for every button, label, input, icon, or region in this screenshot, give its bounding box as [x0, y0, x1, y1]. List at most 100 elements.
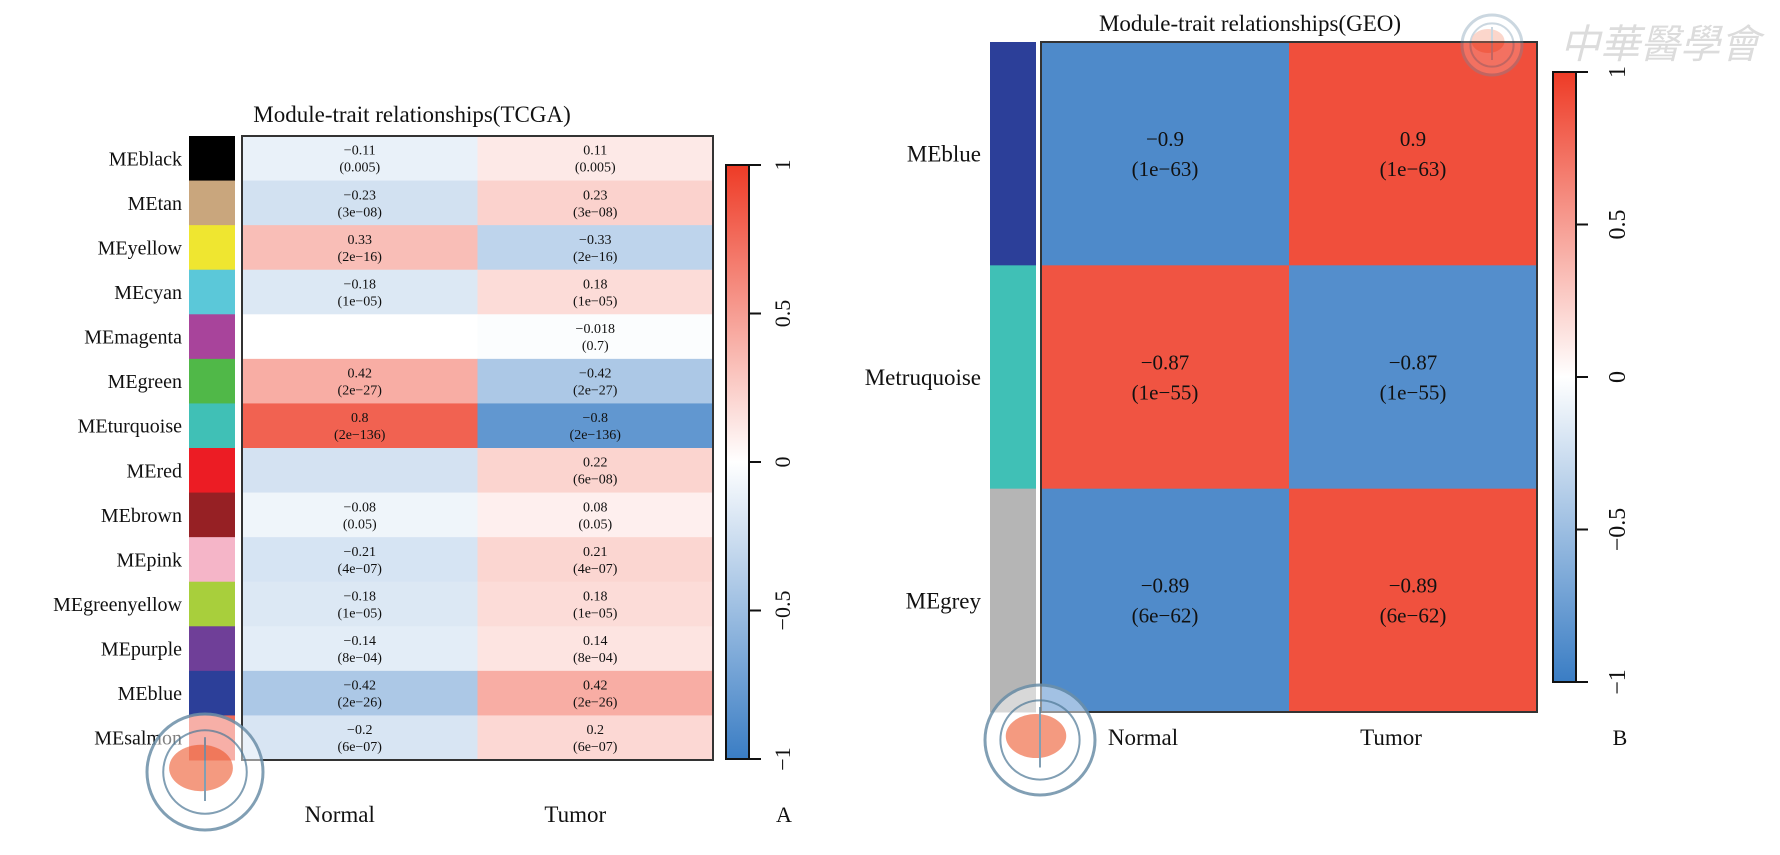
cell-correlation: −0.2 — [347, 723, 372, 738]
heatmap-cell — [242, 136, 478, 182]
cell-pvalue: (0.005) — [339, 161, 380, 176]
cell-correlation: 0.8 — [351, 411, 369, 426]
heatmap-cell — [242, 537, 478, 583]
panel-a-tcga-heatmap: Module-trait relationships(TCGA) MEblack −… — [53, 102, 795, 827]
heatmap-border — [1040, 41, 1538, 713]
row-label: MEblue — [907, 142, 981, 167]
cell-pvalue: (6e−62) — [1132, 604, 1199, 628]
column-label: Tumor — [1360, 725, 1422, 750]
heatmap-cell — [477, 670, 714, 716]
association-watermark-text: 中華醫學會 — [1560, 22, 1765, 67]
cell-correlation: −0.33 — [579, 233, 611, 248]
cell-correlation: −0.9 — [1146, 127, 1184, 151]
colorbar-tick-label: 1 — [1605, 66, 1631, 78]
cell-correlation: −0.87 — [1389, 350, 1438, 374]
module-color-swatch — [189, 180, 235, 226]
cell-correlation: 0.22 — [583, 456, 608, 471]
cell-correlation: −0.21 — [344, 545, 376, 560]
heatmap-cell — [477, 269, 714, 315]
row-label: Metruquoise — [865, 365, 981, 390]
cell-correlation: −0.08 — [344, 500, 376, 515]
heatmap-cell — [477, 403, 714, 449]
panel-b-geo-heatmap: Module-trait relationships(GEO) MEblue −0.… — [865, 11, 1631, 750]
colorbar-tick-label: 1 — [770, 160, 795, 171]
colorbar-tick-label: 0 — [1605, 371, 1631, 383]
heatmap-cell — [242, 403, 478, 449]
cell-pvalue: (1e−05) — [573, 606, 618, 621]
cell-correlation: −0.018 — [576, 322, 615, 337]
cell-pvalue: (8e−04) — [573, 651, 618, 666]
cell-correlation: 0.33 — [348, 233, 373, 248]
heatmap-cell — [242, 492, 478, 538]
cell-correlation: 0.42 — [583, 679, 608, 694]
cell-pvalue: (4e−07) — [573, 562, 618, 577]
cell-pvalue: (3e−08) — [338, 205, 383, 220]
module-color-swatch — [189, 269, 235, 315]
module-color-swatch — [990, 488, 1036, 713]
module-color-swatch — [189, 358, 235, 404]
panel-label: B — [1613, 725, 1628, 750]
cell-pvalue: (2e−27) — [573, 384, 618, 399]
cell-pvalue: (0.05) — [578, 517, 612, 532]
colorbar-tick-label: −1 — [1605, 669, 1631, 695]
row-label: MEgreen — [108, 371, 182, 393]
association-seal-logo — [145, 712, 265, 832]
cell-correlation: 0.42 — [348, 367, 373, 382]
heatmap-cell — [242, 715, 478, 761]
cell-correlation: 0.14 — [583, 634, 608, 649]
heatmap-cell — [242, 358, 478, 404]
column-label: Normal — [305, 802, 375, 827]
panel-label: A — [776, 802, 792, 827]
colorbar-tick-label: 0.5 — [770, 300, 795, 328]
module-color-swatch — [189, 626, 235, 672]
cell-correlation: 0.18 — [583, 589, 608, 604]
module-color-swatch — [189, 136, 235, 182]
colorbar-tick-label: −0.5 — [1605, 508, 1631, 552]
cell-correlation: −0.42 — [579, 367, 611, 382]
colorbar-tick-label: −0.5 — [770, 591, 795, 631]
association-seal-logo — [1460, 13, 1524, 77]
colorbar-tick-label: 0 — [770, 457, 795, 468]
cell-pvalue: (0.005) — [575, 161, 616, 176]
heatmap-cell — [242, 448, 478, 494]
cell-pvalue: (3e−08) — [573, 205, 618, 220]
cell-correlation: 0.18 — [583, 277, 608, 292]
cell-pvalue: (2e−26) — [573, 696, 618, 711]
column-label: Normal — [1108, 725, 1178, 750]
cell-pvalue: (2e−27) — [338, 384, 383, 399]
heatmap-cell — [1289, 488, 1538, 713]
module-color-swatch — [189, 448, 235, 494]
watermarks: 中華醫學會 — [145, 13, 1765, 832]
heatmap-cell — [477, 225, 714, 271]
cell-correlation: 0.9 — [1400, 127, 1426, 151]
cell-correlation: 0.11 — [583, 144, 607, 159]
row-label: MEgrey — [906, 588, 982, 613]
module-color-swatch — [189, 314, 235, 360]
cell-correlation: −0.18 — [344, 589, 376, 604]
cell-pvalue: (6e−08) — [573, 473, 618, 488]
row-label: MEbrown — [101, 505, 182, 527]
heatmap-border — [241, 135, 714, 761]
cell-pvalue: (1e−55) — [1380, 380, 1447, 404]
colorbar — [725, 164, 750, 760]
cell-correlation: −0.8 — [583, 411, 608, 426]
heatmap-cell — [1041, 42, 1290, 266]
heatmap-cell — [477, 492, 714, 538]
row-label: MEpink — [116, 549, 182, 571]
heatmap-cell — [477, 314, 714, 360]
heatmap-cell — [1041, 265, 1290, 490]
cell-pvalue: (6e−07) — [338, 740, 383, 755]
row-label: MEmagenta — [84, 327, 182, 349]
row-label: MEcyan — [114, 282, 182, 304]
heatmap-cell — [477, 136, 714, 182]
cell-pvalue: (2e−26) — [338, 696, 383, 711]
chart-title: Module-trait relationships(GEO) — [1099, 11, 1401, 36]
heatmap-cell — [477, 715, 714, 761]
cell-correlation: −0.87 — [1141, 350, 1190, 374]
row-label: MEtan — [128, 193, 182, 215]
colorbar — [1552, 71, 1577, 683]
cell-correlation: −0.14 — [344, 634, 376, 649]
module-color-swatch — [189, 492, 235, 538]
row-label: MEblue — [118, 683, 183, 705]
